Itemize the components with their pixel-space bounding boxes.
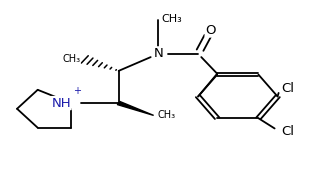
Text: Cl: Cl [281,82,294,95]
Text: NH: NH [52,97,71,110]
Text: O: O [205,23,216,37]
Text: CH₃: CH₃ [157,110,176,120]
Text: Cl: Cl [281,125,294,138]
Text: CH₃: CH₃ [62,53,81,64]
Text: N: N [154,47,163,60]
Polygon shape [117,102,154,115]
Text: +: + [73,86,81,96]
Text: CH₃: CH₃ [162,14,182,24]
